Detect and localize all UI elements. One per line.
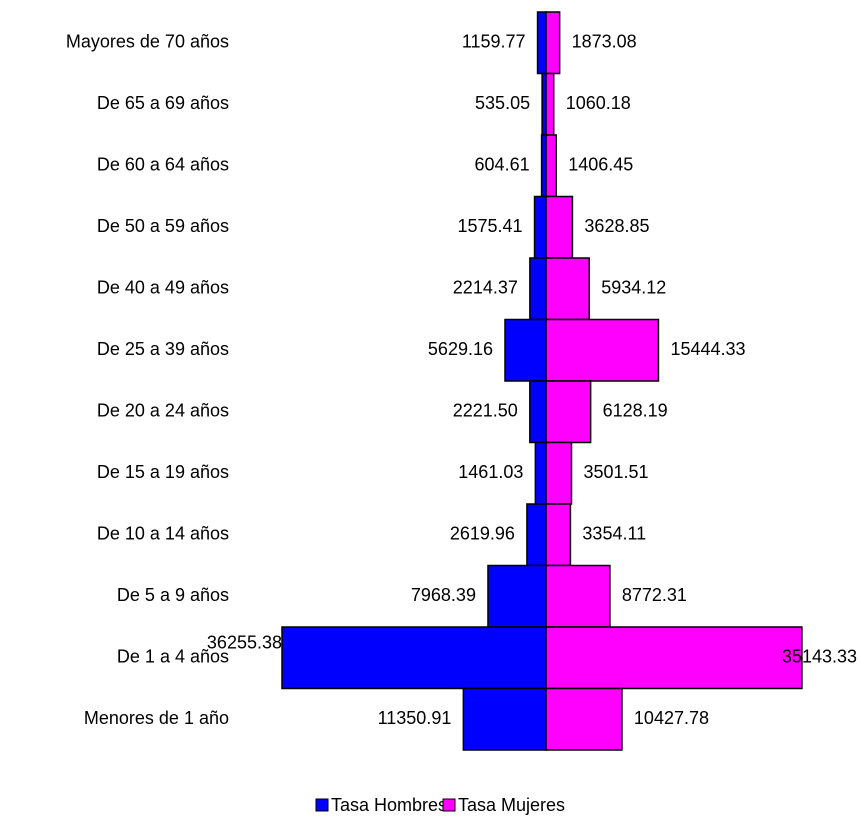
data-label: 2619.96 xyxy=(450,524,515,544)
data-label: 604.61 xyxy=(475,155,530,175)
data-label: 1873.08 xyxy=(572,32,637,52)
bar xyxy=(545,11,561,75)
data-label: 11350.91 xyxy=(378,708,452,728)
category-label: De 40 a 49 años xyxy=(97,278,229,298)
data-label: 3501.51 xyxy=(583,462,648,482)
data-label: 7968.39 xyxy=(411,585,476,605)
bar xyxy=(545,687,623,751)
data-label: 5629.16 xyxy=(428,339,493,359)
category-label: De 1 a 4 años xyxy=(117,647,229,667)
category-label: De 15 a 19 años xyxy=(97,462,229,482)
bar xyxy=(545,626,803,690)
data-label: 1461.03 xyxy=(458,462,523,482)
data-label: 15444.33 xyxy=(670,339,745,359)
category-label: De 60 a 64 años xyxy=(97,155,229,175)
bar xyxy=(487,564,547,628)
data-label: 1159.77 xyxy=(462,32,526,52)
category-label: De 20 a 24 años xyxy=(97,401,229,421)
data-label: 535.05 xyxy=(475,93,530,113)
data-label: 10427.78 xyxy=(634,708,709,728)
category-label: Mayores de 70 años xyxy=(66,32,229,52)
bar xyxy=(534,441,547,505)
data-label: 2214.37 xyxy=(453,278,518,298)
data-label: 1406.45 xyxy=(568,155,633,175)
bar xyxy=(529,380,547,444)
bar xyxy=(536,11,547,75)
bar xyxy=(545,72,555,136)
legend-swatch xyxy=(442,798,456,812)
bar xyxy=(545,134,557,198)
bar xyxy=(281,626,547,690)
category-label: Menores de 1 año xyxy=(84,708,229,728)
bar xyxy=(545,195,574,259)
data-label: 36255.38 xyxy=(207,633,282,653)
data-label: 6128.19 xyxy=(603,401,668,421)
bar xyxy=(545,257,590,321)
category-label: De 10 a 14 años xyxy=(97,524,229,544)
legend-label: Tasa Mujeres xyxy=(458,795,565,815)
data-label: 2221.50 xyxy=(453,401,518,421)
bar xyxy=(545,564,611,628)
bar xyxy=(529,257,547,321)
bar xyxy=(462,687,547,751)
category-label: De 50 a 59 años xyxy=(97,216,229,236)
data-label: 1575.41 xyxy=(457,216,522,236)
legend-swatch xyxy=(315,798,329,812)
bar xyxy=(545,318,660,382)
bar xyxy=(545,380,592,444)
bar xyxy=(545,441,573,505)
data-label: 35143.33 xyxy=(782,647,857,667)
data-label: 5934.12 xyxy=(601,278,666,298)
data-label: 1060.18 xyxy=(566,93,631,113)
data-label: 3354.11 xyxy=(582,524,646,544)
bar xyxy=(526,503,547,567)
data-label: 8772.31 xyxy=(622,585,687,605)
bar xyxy=(545,503,572,567)
category-label: De 5 a 9 años xyxy=(117,585,229,605)
data-label: 3628.85 xyxy=(584,216,649,236)
category-label: De 25 a 39 años xyxy=(97,339,229,359)
legend-label: Tasa Hombres xyxy=(331,795,447,815)
category-label: De 65 a 69 años xyxy=(97,93,229,113)
bar xyxy=(533,195,547,259)
bar xyxy=(504,318,547,382)
